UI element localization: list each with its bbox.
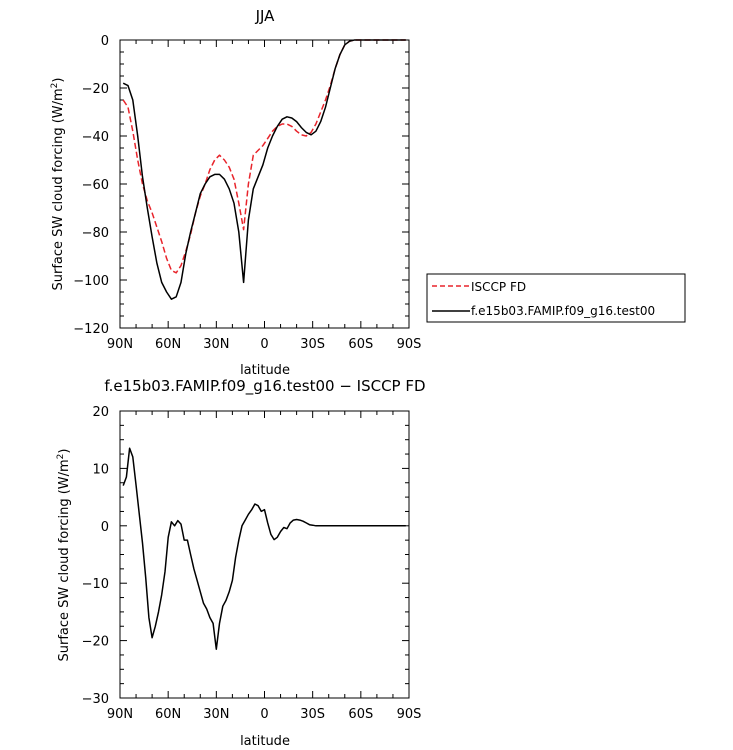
y-tick-label: 10 bbox=[92, 462, 109, 477]
y-tick-label: −80 bbox=[82, 226, 109, 241]
x-tick-label: 30N bbox=[203, 337, 229, 352]
legend-label-model: f.e15b03.FAMIP.f09_g16.test00 bbox=[471, 304, 655, 318]
bottom-series-line-0 bbox=[122, 447, 406, 650]
y-tick-label: −20 bbox=[82, 635, 109, 650]
y-tick-label: −40 bbox=[82, 130, 109, 145]
x-tick-label: 60S bbox=[348, 707, 373, 722]
top-series-line-0 bbox=[122, 39, 406, 274]
x-tick-label: 30S bbox=[300, 707, 325, 722]
top-chart-title: JJA bbox=[255, 7, 276, 25]
x-tick-label: 90S bbox=[397, 337, 422, 352]
x-tick-label: 90S bbox=[397, 707, 422, 722]
y-tick-label: 20 bbox=[92, 405, 109, 420]
bottom-y-axis-label: Surface SW cloud forcing (W/m2) bbox=[56, 449, 72, 662]
x-tick-label: 60S bbox=[348, 337, 373, 352]
bottom-plot-frame bbox=[119, 410, 410, 699]
x-tick-label: 90N bbox=[107, 337, 133, 352]
legend: ISCCP FD f.e15b03.FAMIP.f09_g16.test00 bbox=[426, 273, 686, 323]
y-tick-label: −100 bbox=[73, 274, 109, 289]
legend-box bbox=[426, 273, 686, 323]
x-tick-label: 30S bbox=[300, 337, 325, 352]
top-panel: JJA 90N 60N 30N 0 30S 60S 90S 0 −20 −40 −60 −80 −10… bbox=[50, 7, 421, 378]
bottom-x-axis-label: latitude bbox=[240, 734, 290, 749]
x-tick-label: 30N bbox=[203, 707, 229, 722]
bottom-chart-title: f.e15b03.FAMIP.f09_g16.test00 − ISCCP FD bbox=[104, 377, 425, 396]
top-y-axis-label: Surface SW cloud forcing (W/m2) bbox=[50, 78, 66, 291]
x-tick-label: 0 bbox=[260, 337, 268, 352]
bottom-y-tick-labels: 20 10 0 −10 −20 −30 bbox=[82, 405, 109, 707]
top-plot-frame bbox=[119, 39, 410, 329]
legend-label-isccp: ISCCP FD bbox=[471, 280, 526, 294]
y-tick-label: −60 bbox=[82, 178, 109, 193]
top-series-lines bbox=[122, 39, 406, 300]
bottom-x-tick-labels: 90N 60N 30N 0 30S 60S 90S bbox=[107, 707, 422, 722]
y-tick-label: −20 bbox=[82, 82, 109, 97]
bottom-tick-marks bbox=[119, 410, 410, 699]
top-series-line-1 bbox=[122, 39, 406, 300]
y-tick-label: 0 bbox=[101, 520, 109, 535]
y-tick-label: 0 bbox=[101, 34, 109, 49]
x-tick-label: 90N bbox=[107, 707, 133, 722]
x-tick-label: 60N bbox=[155, 337, 181, 352]
top-y-tick-labels: 0 −20 −40 −60 −80 −100 −120 bbox=[73, 34, 109, 337]
top-x-tick-labels: 90N 60N 30N 0 30S 60S 90S bbox=[107, 337, 422, 352]
x-tick-label: 0 bbox=[260, 707, 268, 722]
y-tick-label: −10 bbox=[82, 577, 109, 592]
x-tick-label: 60N bbox=[155, 707, 181, 722]
y-tick-label: −120 bbox=[73, 322, 109, 337]
y-tick-label: −30 bbox=[82, 692, 109, 707]
bottom-panel: f.e15b03.FAMIP.f09_g16.test00 − ISCCP FD… bbox=[56, 377, 426, 749]
bottom-series-lines bbox=[122, 447, 406, 650]
top-x-axis-label: latitude bbox=[240, 363, 290, 378]
